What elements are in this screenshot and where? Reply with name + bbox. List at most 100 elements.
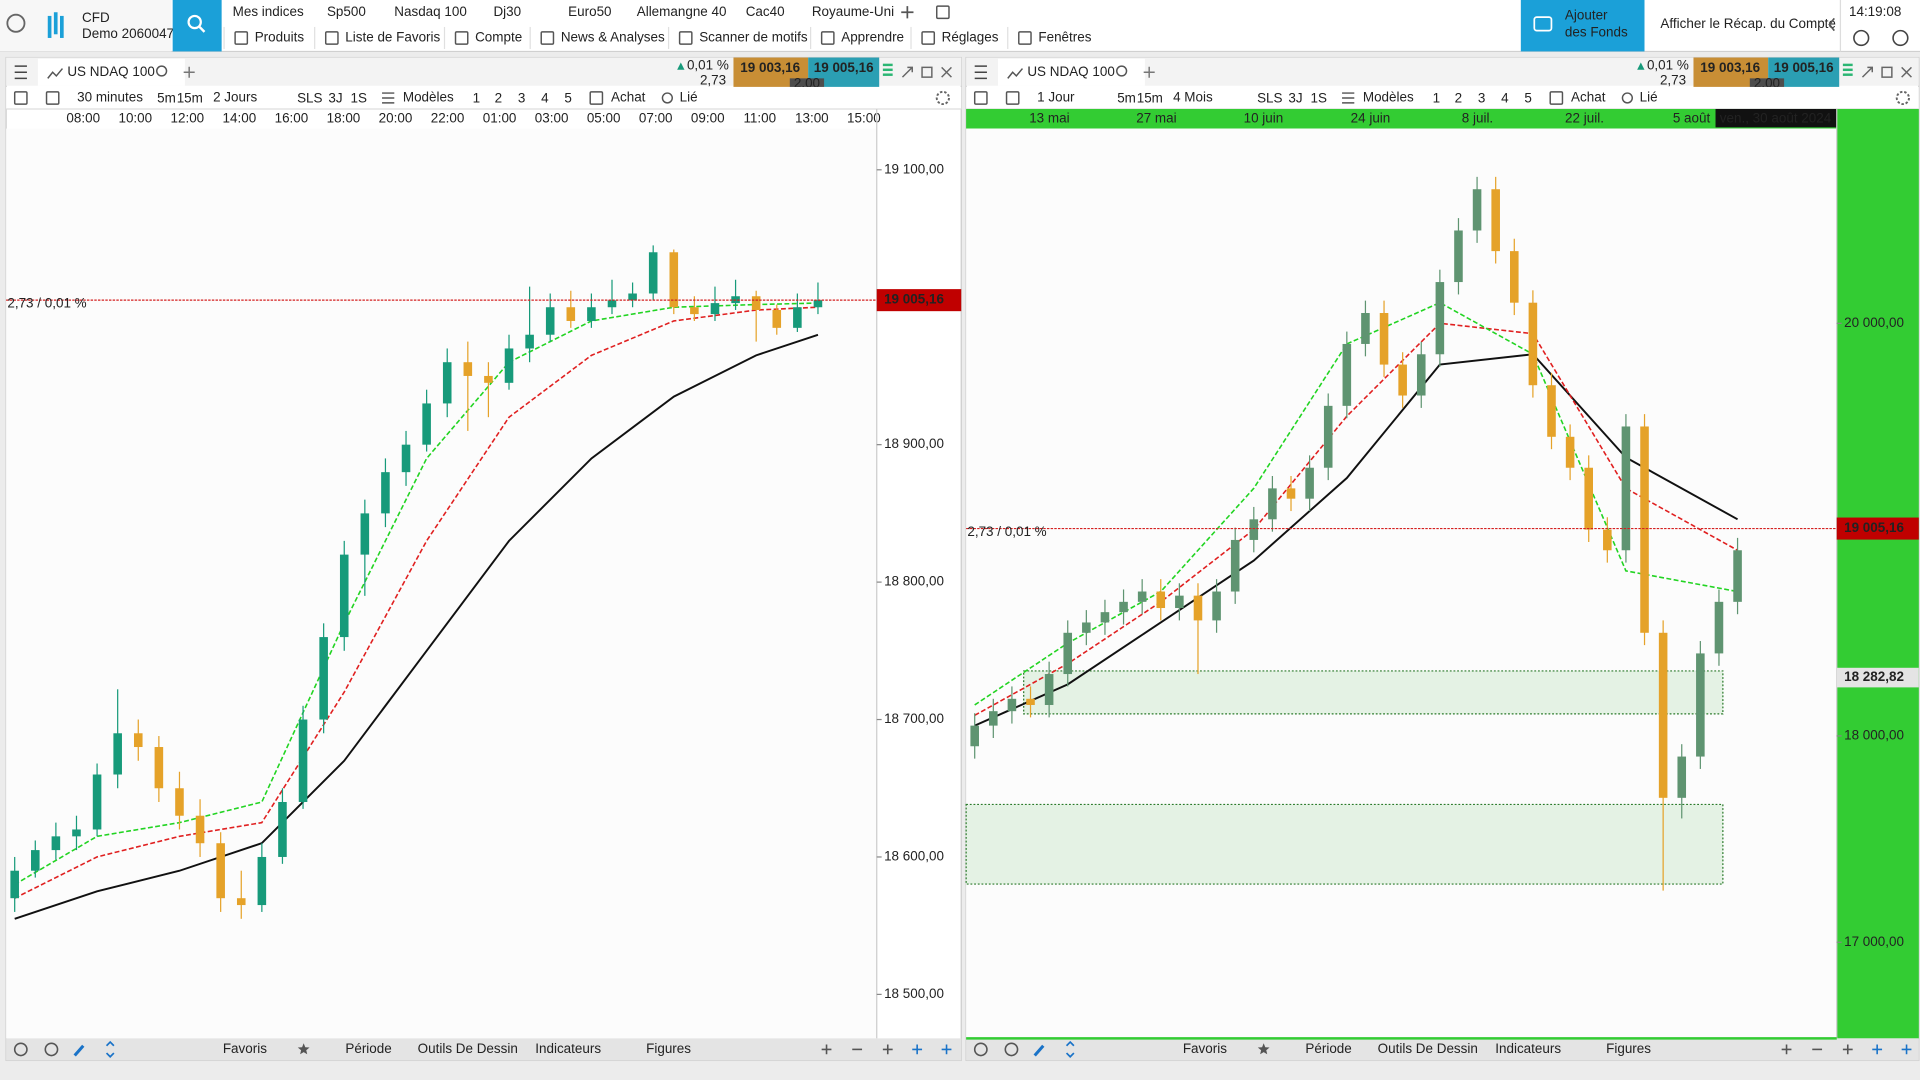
search-button[interactable] bbox=[172, 0, 222, 52]
grid-icon[interactable] bbox=[1005, 91, 1020, 105]
slot[interactable]: 1 bbox=[1433, 91, 1440, 106]
market-tab[interactable]: Mes indices bbox=[233, 4, 304, 19]
period-shortcut[interactable]: 1S bbox=[1311, 91, 1327, 106]
menu-icon[interactable] bbox=[1018, 31, 1032, 45]
period-shortcut[interactable]: SLS bbox=[297, 91, 322, 106]
market-tab[interactable]: Dj30 bbox=[493, 4, 521, 19]
footer-tab[interactable]: Période bbox=[1305, 1041, 1351, 1056]
footer-tab[interactable]: Outils De Dessin bbox=[418, 1041, 518, 1056]
market-tab[interactable]: Allemangne 40 bbox=[637, 4, 727, 19]
add-tab[interactable] bbox=[1143, 66, 1155, 78]
funds-label[interactable]: des Fonds bbox=[1565, 25, 1628, 40]
zoom-icon[interactable] bbox=[1842, 1044, 1853, 1055]
interval[interactable]: 30 minutes bbox=[77, 90, 143, 105]
market-tab[interactable]: Cac40 bbox=[746, 4, 785, 19]
instrument-tab[interactable] bbox=[37, 58, 185, 86]
slot[interactable]: 3 bbox=[1478, 91, 1485, 106]
tool-icon[interactable] bbox=[13, 1042, 28, 1057]
menu-icon[interactable] bbox=[14, 65, 27, 80]
settings-icon[interactable] bbox=[935, 90, 950, 106]
menu-item[interactable]: Compte bbox=[475, 30, 522, 45]
footer-tab[interactable]: Favoris bbox=[223, 1041, 267, 1056]
funds-label[interactable]: Ajouter bbox=[1565, 7, 1608, 22]
list-icon[interactable] bbox=[13, 91, 28, 105]
tool-icon[interactable] bbox=[1004, 1042, 1019, 1057]
search-icon[interactable] bbox=[156, 65, 168, 77]
slot[interactable]: 1 bbox=[473, 91, 480, 106]
link[interactable]: Lié bbox=[1640, 90, 1658, 105]
market-tab[interactable]: Euro50 bbox=[568, 4, 611, 19]
slot[interactable]: 5 bbox=[564, 91, 571, 106]
menu-icon[interactable] bbox=[324, 31, 339, 45]
buy-mode[interactable]: Achat bbox=[611, 90, 646, 105]
menu-icon[interactable] bbox=[678, 31, 693, 45]
grid-icon[interactable] bbox=[45, 91, 60, 105]
sell-price[interactable]: 19 003,16 bbox=[1700, 60, 1760, 75]
collapse-icon[interactable] bbox=[1828, 17, 1835, 32]
footer-tab[interactable]: Période bbox=[345, 1041, 391, 1056]
tool-icon[interactable] bbox=[44, 1042, 59, 1057]
window-icon[interactable] bbox=[921, 66, 933, 78]
arrows-icon[interactable] bbox=[1065, 1040, 1075, 1058]
models[interactable]: Modèles bbox=[403, 90, 454, 105]
zoom-icon[interactable] bbox=[912, 1044, 923, 1055]
buy-icon[interactable] bbox=[589, 91, 604, 105]
period[interactable]: 4 Mois bbox=[1173, 90, 1213, 105]
zoom-icon[interactable] bbox=[941, 1044, 952, 1055]
window-icon[interactable] bbox=[1881, 66, 1893, 78]
menu-icon[interactable] bbox=[921, 31, 936, 45]
add-market[interactable] bbox=[901, 6, 914, 19]
info-icon[interactable] bbox=[1853, 29, 1870, 47]
buy-mode[interactable]: Achat bbox=[1571, 90, 1606, 105]
menu-item[interactable]: Apprendre bbox=[841, 30, 904, 45]
period-shortcut[interactable]: SLS bbox=[1257, 91, 1282, 106]
menu-item[interactable]: Liste de Favoris bbox=[345, 30, 440, 45]
menu-item[interactable]: Réglages bbox=[942, 30, 999, 45]
funds-button[interactable] bbox=[1520, 0, 1645, 52]
slot[interactable]: 3 bbox=[518, 91, 525, 106]
search-icon[interactable] bbox=[1116, 65, 1128, 77]
period[interactable]: 2 Jours bbox=[213, 90, 257, 105]
instrument-tab[interactable] bbox=[997, 58, 1145, 86]
interval[interactable]: 1 Jour bbox=[1037, 90, 1075, 105]
period-shortcut[interactable]: 3J bbox=[1288, 91, 1302, 106]
buy-price[interactable]: 19 005,16 bbox=[1774, 60, 1834, 75]
tool-icon[interactable] bbox=[973, 1042, 988, 1057]
close-icon[interactable] bbox=[941, 66, 952, 78]
menu-item[interactable]: Fenêtres bbox=[1038, 30, 1091, 45]
list-icon[interactable] bbox=[973, 91, 988, 105]
menu-icon[interactable] bbox=[234, 31, 249, 45]
footer-tab[interactable]: Indicateurs bbox=[535, 1041, 601, 1056]
zoom-icon[interactable] bbox=[1781, 1044, 1792, 1055]
pen-icon[interactable] bbox=[73, 1044, 85, 1057]
menu-item[interactable]: Produits bbox=[255, 30, 305, 45]
power-icon[interactable] bbox=[1892, 29, 1909, 47]
footer-tab[interactable]: Figures bbox=[1606, 1041, 1651, 1056]
interval-shortcut[interactable]: 5m bbox=[1117, 91, 1136, 106]
zoom-icon[interactable] bbox=[821, 1044, 832, 1055]
user-icon[interactable] bbox=[6, 13, 26, 33]
arrows-icon[interactable] bbox=[105, 1040, 115, 1058]
account-recap[interactable]: Afficher le Récap. du Compte bbox=[1660, 16, 1835, 31]
buy-price[interactable]: 19 005,16 bbox=[814, 60, 874, 75]
slot[interactable]: 2 bbox=[495, 91, 502, 106]
zoom-icon[interactable] bbox=[882, 1044, 893, 1055]
slot[interactable]: 5 bbox=[1524, 91, 1531, 106]
market-tab[interactable]: Royaume-Uni bbox=[812, 4, 894, 19]
interval-shortcut[interactable]: 15m bbox=[177, 91, 203, 106]
link[interactable]: Lié bbox=[680, 90, 698, 105]
buy-icon[interactable] bbox=[1549, 91, 1564, 105]
footer-tab[interactable]: Outils De Dessin bbox=[1378, 1041, 1478, 1056]
menu-item[interactable]: News & Analyses bbox=[561, 30, 665, 45]
period-shortcut[interactable]: 3J bbox=[328, 91, 342, 106]
expand-icon[interactable] bbox=[901, 66, 913, 78]
slot[interactable]: 4 bbox=[1501, 91, 1509, 106]
star-icon[interactable] bbox=[1257, 1043, 1270, 1055]
alert-icon[interactable] bbox=[936, 5, 950, 20]
sell-price[interactable]: 19 003,16 bbox=[740, 60, 800, 75]
pen-icon[interactable] bbox=[1033, 1044, 1045, 1057]
footer-tab[interactable]: Favoris bbox=[1183, 1041, 1227, 1056]
interval-shortcut[interactable]: 5m bbox=[157, 91, 176, 106]
market-tab[interactable]: Nasdaq 100 bbox=[394, 4, 467, 19]
footer-tab[interactable]: Figures bbox=[646, 1041, 691, 1056]
